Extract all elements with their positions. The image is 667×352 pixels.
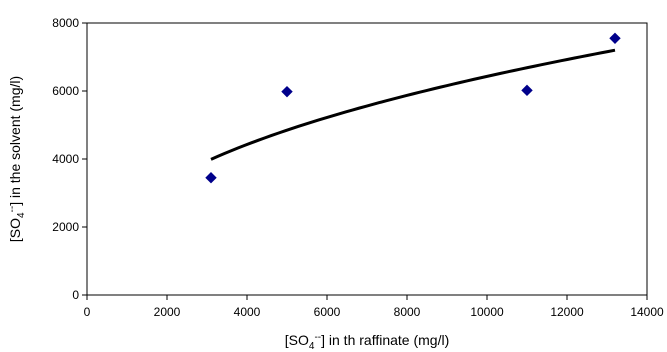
y-tick-label: 0 <box>72 288 79 302</box>
x-tick-label: 0 <box>84 305 91 319</box>
y-axis-title-post: ] in the solvent (mg/l) <box>7 76 23 206</box>
y-axis-title-pre: [SO <box>7 218 23 242</box>
y-axis-title-sub: 4 <box>16 212 27 218</box>
x-tick-label: 8000 <box>394 305 421 319</box>
x-axis-title-post: ] in th raffinate (mg/l) <box>321 332 449 348</box>
x-tick-label: 14000 <box>630 305 664 319</box>
y-axis: 0 2000 4000 6000 8000 <box>52 16 88 302</box>
x-axis-title-sup: -- <box>314 332 321 343</box>
plot-area <box>86 22 648 296</box>
data-point <box>609 32 621 45</box>
y-tick-label: 8000 <box>52 16 79 30</box>
data-point <box>521 84 533 97</box>
data-point <box>281 85 293 98</box>
x-tick-label: 4000 <box>234 305 261 319</box>
x-tick-label: 12000 <box>550 305 584 319</box>
data-points <box>205 32 621 184</box>
x-tick-label: 10000 <box>470 305 504 319</box>
y-tick-label: 6000 <box>52 84 79 98</box>
y-axis-title: [SO4--] in the solvent (mg/l) <box>7 76 27 242</box>
trendline <box>210 48 616 161</box>
x-axis: 0 2000 4000 6000 8000 10000 12000 14000 <box>84 294 664 319</box>
x-tick-label: 6000 <box>314 305 341 319</box>
data-point <box>205 171 217 184</box>
x-axis-title: [SO4--] in th raffinate (mg/l) <box>285 332 450 352</box>
x-axis-title-sub: 4 <box>309 341 315 352</box>
x-tick-label: 2000 <box>154 305 181 319</box>
x-axis-title-pre: [SO <box>285 332 309 348</box>
y-tick-label: 2000 <box>52 220 79 234</box>
y-axis-title-sup: -- <box>7 206 18 213</box>
y-tick-label: 4000 <box>52 152 79 166</box>
